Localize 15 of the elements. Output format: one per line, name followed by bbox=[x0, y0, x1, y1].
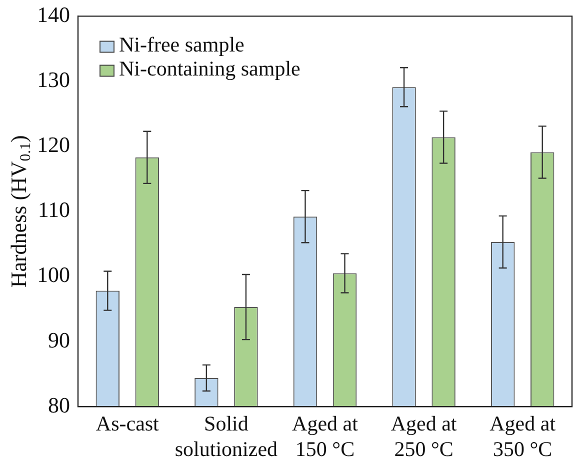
y-axis-title: Hardness (HV0.1) bbox=[6, 135, 34, 288]
y-tick-label: 140 bbox=[37, 2, 70, 27]
y-tick-label: 90 bbox=[48, 327, 70, 352]
x-tick-label: Solid solutionized bbox=[174, 412, 278, 461]
x-tick-label: As-cast bbox=[96, 412, 160, 436]
y-tick-label: 130 bbox=[37, 67, 70, 92]
x-tick-label: Aged at 350 °C bbox=[490, 412, 556, 461]
legend-label: Ni-containing sample bbox=[119, 56, 300, 81]
legend-label: Ni-free sample bbox=[119, 32, 244, 57]
x-tick-label: Aged at 250 °C bbox=[390, 412, 457, 461]
y-tick-label: 80 bbox=[48, 392, 70, 418]
y-tick-label: 100 bbox=[37, 262, 70, 288]
x-tick-label: Aged at 150 °C bbox=[292, 412, 358, 461]
y-tick-label: 110 bbox=[38, 197, 70, 222]
y-tick-label: 120 bbox=[37, 132, 70, 158]
